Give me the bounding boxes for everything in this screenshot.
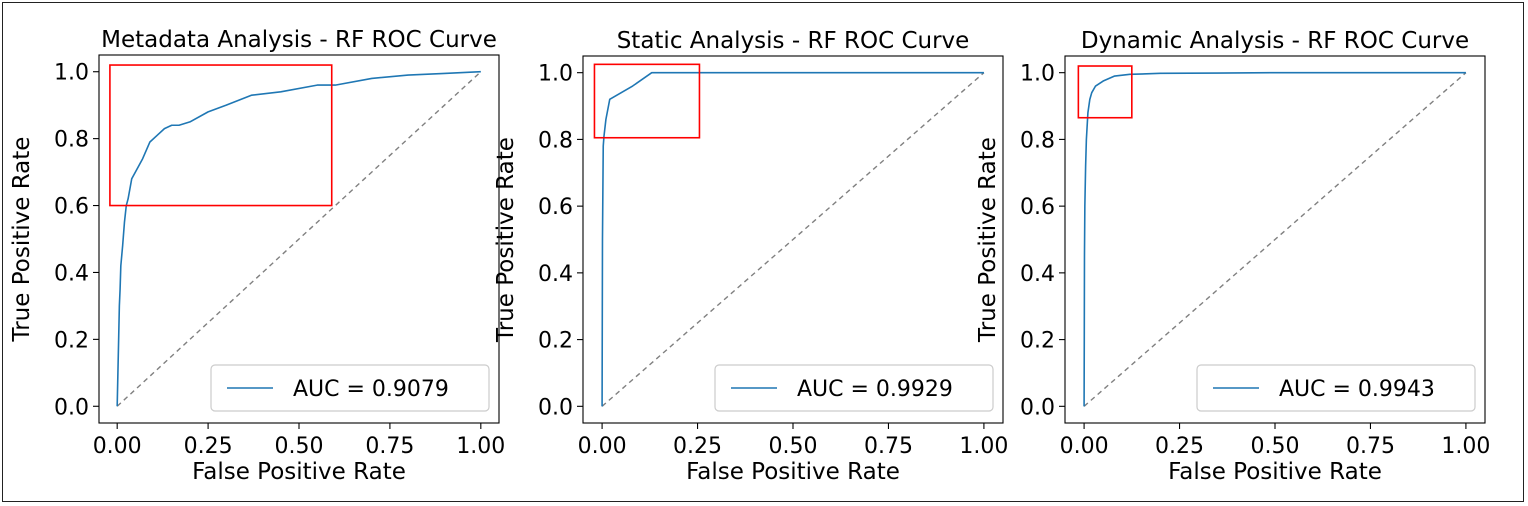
x-tick-label: 0.50 — [1251, 434, 1300, 459]
y-tick-label: 0.4 — [538, 262, 573, 287]
roc-curve-line — [601, 71, 984, 407]
y-tick-label: 0.8 — [538, 128, 573, 153]
x-tick-label: 0.00 — [93, 434, 142, 459]
x-tick-label: 0.75 — [1346, 434, 1395, 459]
y-tick-label: 0.0 — [538, 395, 573, 420]
y-tick-label: 1.0 — [54, 61, 89, 86]
y-tick-label: 0.4 — [1020, 262, 1055, 287]
chart-title: Metadata Analysis - RF ROC Curve — [101, 27, 497, 53]
x-tick-label: 0.75 — [365, 434, 414, 459]
y-tick-label: 1.0 — [1020, 62, 1055, 87]
legend-box — [1196, 364, 1476, 412]
x-tick-label: 0.00 — [578, 434, 627, 459]
x-tick-label: 0.50 — [275, 434, 324, 459]
roc-curve-line — [1083, 71, 1466, 407]
x-tick-label: 0.25 — [1155, 434, 1204, 459]
y-tick-label: 0.6 — [54, 195, 89, 220]
y-tick-label: 0.8 — [1020, 128, 1055, 153]
y-tick-label: 0.0 — [54, 395, 89, 420]
chance-diagonal-line — [116, 71, 482, 407]
roc-curve-line — [116, 70, 481, 407]
x-tick-label: 0.50 — [769, 434, 818, 459]
y-axis-label: True Positive Rate — [493, 137, 519, 343]
y-tick-label: 0.8 — [54, 128, 89, 153]
highlight-box — [593, 63, 701, 139]
roc-panel-1: Metadata Analysis - RF ROC Curve 0.00 0.25… — [9, 27, 505, 485]
legend-label: AUC = 0.9929 — [797, 377, 953, 402]
x-axis-label: False Positive Rate — [192, 459, 406, 485]
y-tick-label: 0.4 — [54, 261, 89, 286]
legend-box — [714, 364, 994, 412]
y-axis-label: True Positive Rate — [975, 137, 1001, 343]
y-tick-label: 1.0 — [538, 62, 573, 87]
y-tick-label: 0.0 — [1020, 395, 1055, 420]
legend-box — [210, 364, 490, 412]
highlight-box — [109, 64, 333, 207]
y-tick-label: 0.2 — [54, 328, 89, 353]
legend-label: AUC = 0.9079 — [293, 377, 449, 402]
x-axis-label: False Positive Rate — [1168, 459, 1382, 485]
chart-title: Static Analysis - RF ROC Curve — [617, 28, 970, 54]
x-tick-label: 0.00 — [1060, 434, 1109, 459]
y-tick-label: 0.6 — [538, 195, 573, 220]
x-tick-label: 0.25 — [673, 434, 722, 459]
x-tick-label: 0.75 — [864, 434, 913, 459]
roc-charts-svg: Metadata Analysis - RF ROC Curve 0.00 0.25… — [9, 27, 1490, 485]
roc-panel-3: Dynamic Analysis - RF ROC Curve 0.00 0.25 0… — [975, 28, 1490, 485]
chart-title: Dynamic Analysis - RF ROC Curve — [1081, 28, 1469, 54]
y-tick-label: 0.2 — [538, 329, 573, 354]
y-axis-label: True Positive Rate — [9, 137, 35, 343]
chance-diagonal-line — [1083, 72, 1467, 407]
x-tick-label: 0.25 — [184, 434, 233, 459]
y-tick-label: 0.6 — [1020, 195, 1055, 220]
legend-label: AUC = 0.9943 — [1279, 377, 1435, 402]
x-tick-label: 1.00 — [1441, 434, 1490, 459]
chance-diagonal-line — [601, 72, 985, 407]
roc-panel-2: Static Analysis - RF ROC Curve 0.00 0.25 0.… — [493, 28, 1008, 485]
x-tick-label: 1.00 — [959, 434, 1008, 459]
y-tick-label: 0.2 — [1020, 329, 1055, 354]
x-tick-label: 1.00 — [456, 434, 505, 459]
highlight-box — [1077, 65, 1133, 119]
x-axis-label: False Positive Rate — [686, 459, 900, 485]
